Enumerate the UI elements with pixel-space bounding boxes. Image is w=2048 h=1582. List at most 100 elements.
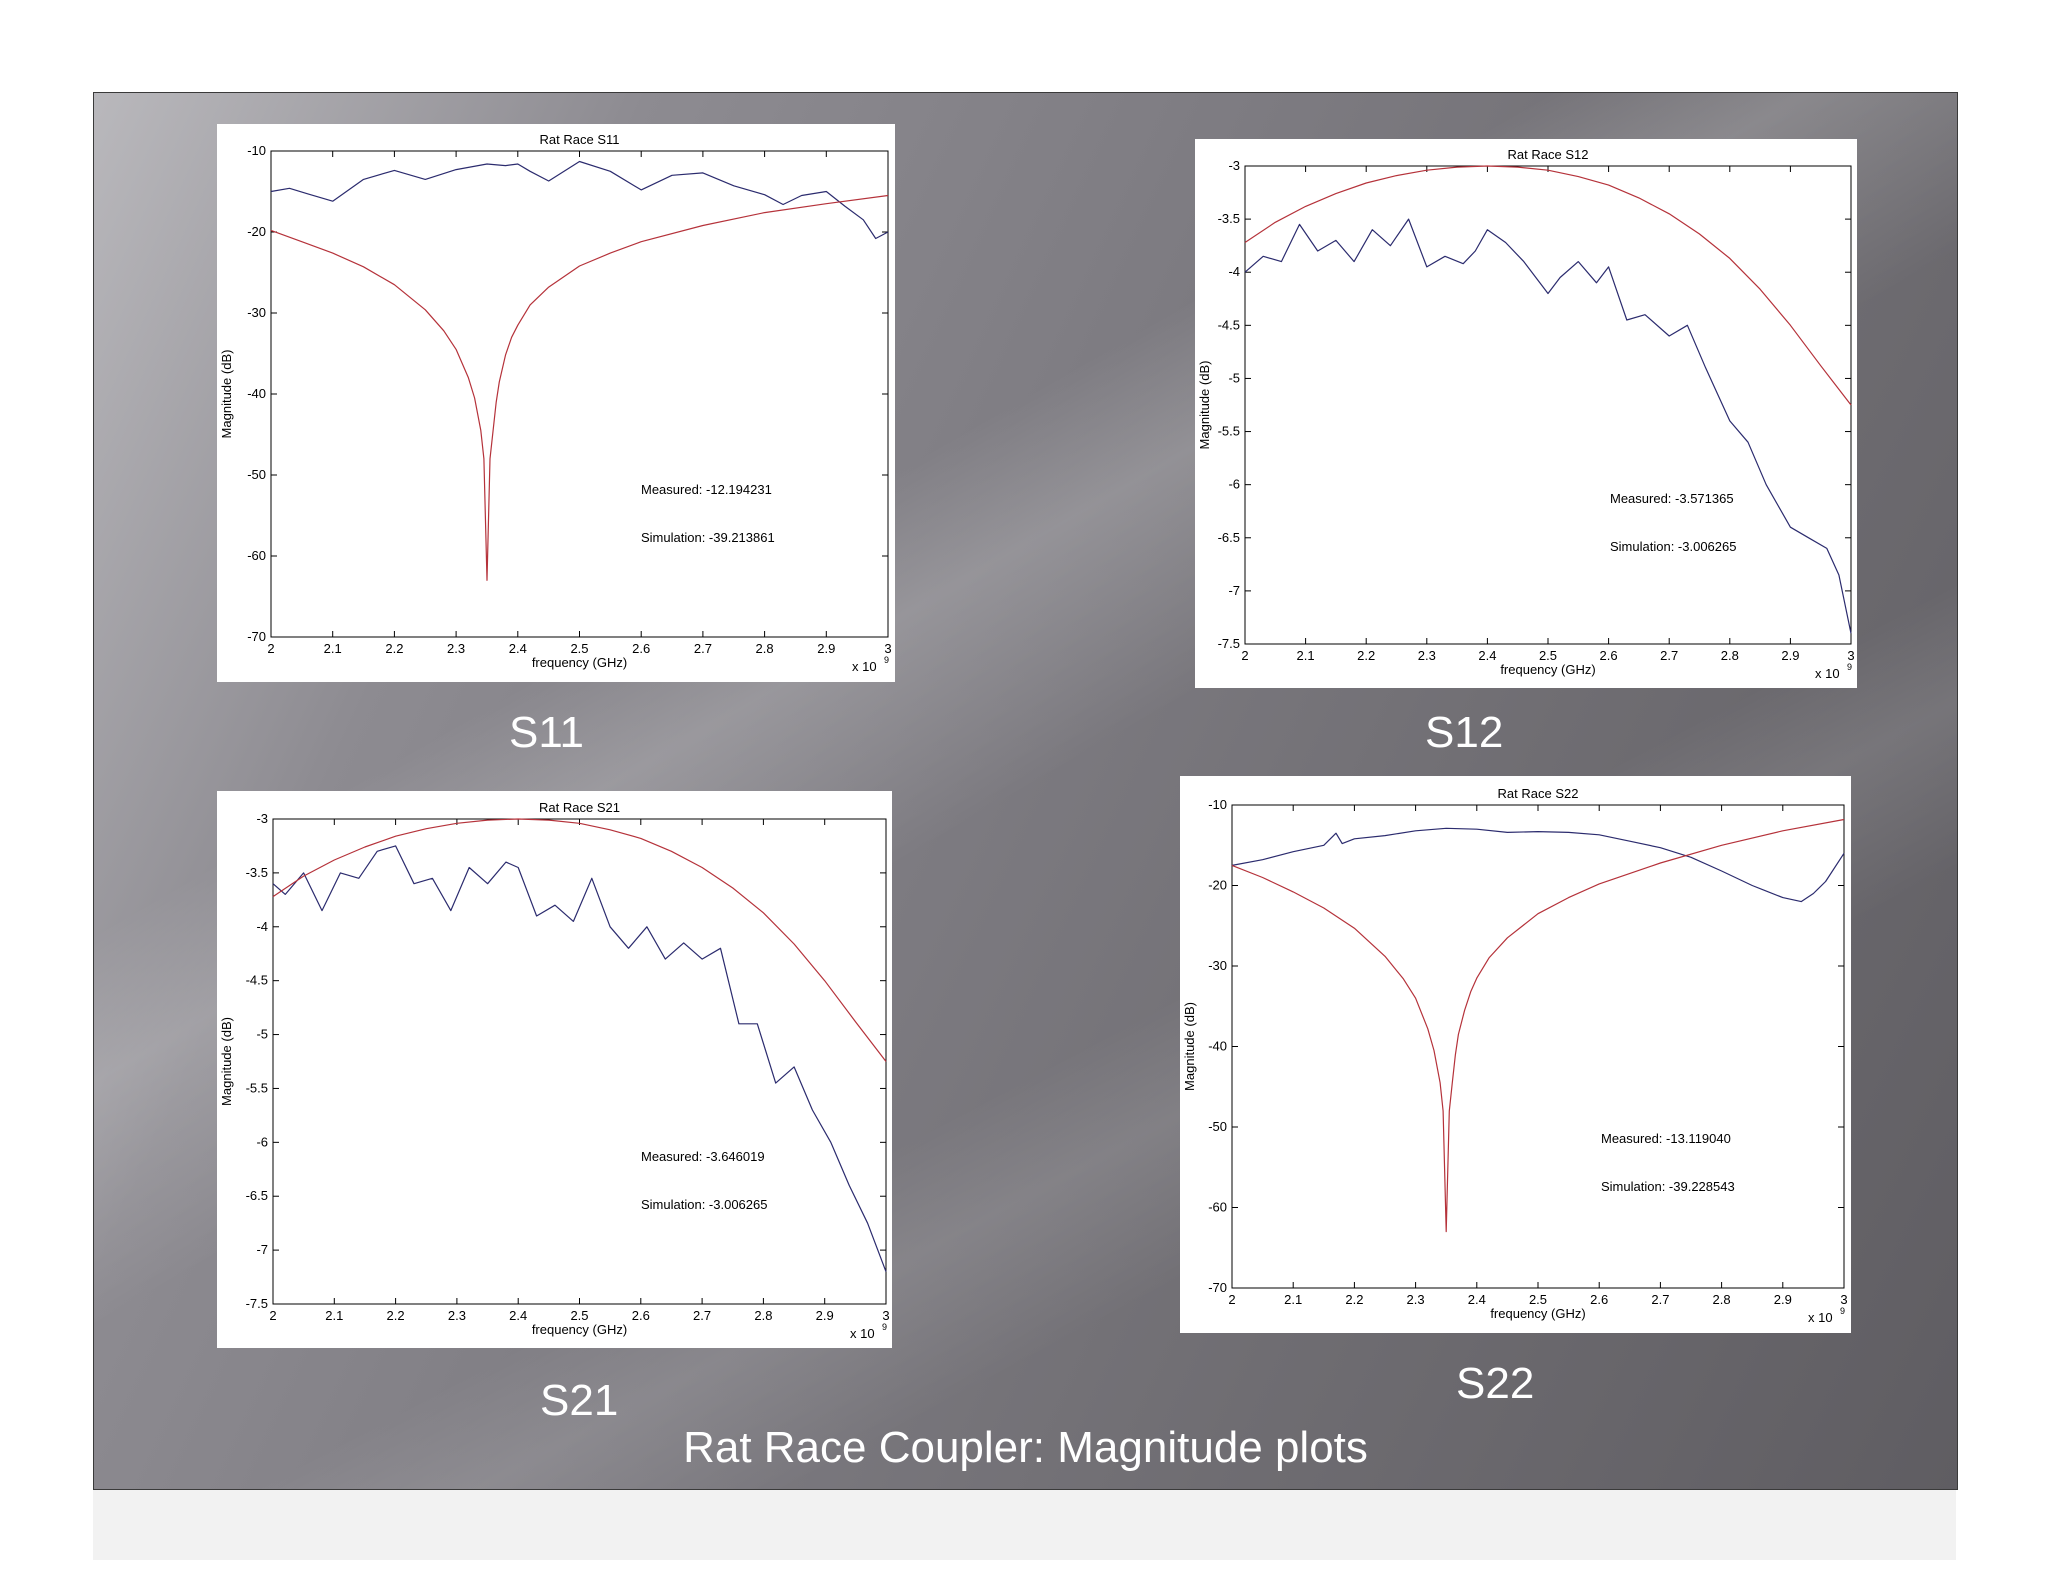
measured-annotation: Measured: -12.194231 xyxy=(641,482,772,497)
y-tick-label: -7.5 xyxy=(1218,636,1240,651)
y-axis-label: Magnitude (dB) xyxy=(219,350,234,439)
series-line-simulation xyxy=(270,194,889,581)
y-tick-label: -5 xyxy=(1228,370,1240,385)
y-tick-label: -40 xyxy=(247,386,266,401)
chart-panel-s11: Rat Race S11 2 2.1 2.2 2.3 2.4 2.5 2.6 2.7 2.8 2.9… xyxy=(217,124,895,682)
x-tick-label: 2.9 xyxy=(816,1308,834,1323)
y-tick-label: -7.5 xyxy=(246,1296,268,1311)
x-multiplier-label: x 10 xyxy=(852,659,877,674)
y-tick-label: -50 xyxy=(1208,1119,1227,1134)
y-tick-label: -6 xyxy=(256,1134,268,1149)
x-multiplier-exponent: 9 xyxy=(1840,1306,1845,1316)
x-tick-label: 2.6 xyxy=(1600,648,1618,663)
x-tick-label: 2.1 xyxy=(324,641,342,656)
y-tick-label: -70 xyxy=(247,629,266,644)
x-tick-label: 2.1 xyxy=(1284,1292,1302,1307)
chart-s22: Rat Race S22 2 2.1 2.2 2.3 2.4 2.5 2.6 2.7 2.8 2.9… xyxy=(1182,786,1848,1325)
y-tick-label: -3.5 xyxy=(246,865,268,880)
series-line-measured xyxy=(1244,218,1852,634)
x-tick-label: 2.2 xyxy=(1345,1292,1363,1307)
x-tick-label: 2.4 xyxy=(1478,648,1496,663)
y-tick-label: -10 xyxy=(247,143,266,158)
chart-title: Rat Race S21 xyxy=(539,800,620,815)
y-tick-label: -30 xyxy=(247,305,266,320)
y-tick-label: -70 xyxy=(1208,1280,1227,1295)
x-tick-label: 2 xyxy=(1228,1292,1235,1307)
plot-label-s12: S12 xyxy=(1425,708,1504,757)
x-tick-label: 2.2 xyxy=(387,1308,405,1323)
x-tick-label: 2.7 xyxy=(694,641,712,656)
x-tick-label: 2.7 xyxy=(1660,648,1678,663)
x-axis-label: frequency (GHz) xyxy=(1500,662,1595,677)
x-tick-label: 2.8 xyxy=(756,641,774,656)
x-tick-label: 2.7 xyxy=(693,1308,711,1323)
y-tick-label: -20 xyxy=(1208,878,1227,893)
y-tick-label: -4.5 xyxy=(1218,317,1240,332)
x-multiplier-label: x 10 xyxy=(1815,666,1840,681)
y-tick-label: -7 xyxy=(256,1242,268,1257)
x-tick-label: 3 xyxy=(882,1308,889,1323)
plot-area-frame xyxy=(1244,165,1852,645)
x-multiplier-exponent: 9 xyxy=(1847,662,1852,672)
x-tick-label: 2.9 xyxy=(817,641,835,656)
measured-annotation: Measured: -3.646019 xyxy=(641,1149,765,1164)
x-tick-label: 2.7 xyxy=(1651,1292,1669,1307)
chart-s21: Rat Race S21 2 2.1 2.2 2.3 2.4 2.5 2.6 2.7 2.8 2.9… xyxy=(219,800,890,1341)
y-axis-label: Magnitude (dB) xyxy=(219,1017,234,1106)
y-tick-label: -60 xyxy=(1208,1200,1227,1215)
x-tick-label: 3 xyxy=(884,641,891,656)
x-tick-label: 2.8 xyxy=(754,1308,772,1323)
y-tick-label: -50 xyxy=(247,467,266,482)
y-tick-label: -3 xyxy=(1228,158,1240,173)
y-tick-label: -5.5 xyxy=(1218,424,1240,439)
plot-area-frame xyxy=(1231,804,1845,1289)
series-line-measured xyxy=(1231,827,1845,903)
plot-area-frame xyxy=(272,818,887,1305)
y-tick-label: -5.5 xyxy=(246,1080,268,1095)
x-tick-label: 2.9 xyxy=(1781,648,1799,663)
series-line-simulation xyxy=(1231,818,1845,1233)
slide-background: Rat Race S11 2 2.1 2.2 2.3 2.4 2.5 2.6 2.7 2.8 2.9… xyxy=(93,92,1958,1490)
x-tick-label: 2.1 xyxy=(1297,648,1315,663)
chart-title: Rat Race S12 xyxy=(1508,147,1589,162)
x-tick-label: 2.3 xyxy=(1418,648,1436,663)
x-multiplier-label: x 10 xyxy=(1808,1310,1833,1325)
x-tick-label: 2.8 xyxy=(1721,648,1739,663)
plot-area-frame xyxy=(270,150,889,638)
y-tick-label: -5 xyxy=(256,1027,268,1042)
y-tick-label: -30 xyxy=(1208,958,1227,973)
y-tick-label: -20 xyxy=(247,224,266,239)
x-tick-label: 2.3 xyxy=(448,1308,466,1323)
y-tick-label: -6 xyxy=(1228,477,1240,492)
simulation-annotation: Simulation: -39.228543 xyxy=(1601,1179,1735,1194)
page-footer xyxy=(93,1490,1956,1560)
x-tick-label: 2.3 xyxy=(447,641,465,656)
x-tick-label: 2.6 xyxy=(632,1308,650,1323)
y-axis-label: Magnitude (dB) xyxy=(1182,1002,1197,1091)
y-tick-label: -4 xyxy=(256,919,268,934)
x-tick-label: 2.1 xyxy=(325,1308,343,1323)
y-tick-label: -40 xyxy=(1208,1039,1227,1054)
x-tick-label: 2 xyxy=(269,1308,276,1323)
chart-panel-s22: Rat Race S22 2 2.1 2.2 2.3 2.4 2.5 2.6 2.7 2.8 2.9… xyxy=(1180,776,1851,1333)
y-tick-label: -6.5 xyxy=(1218,530,1240,545)
measured-annotation: Measured: -3.571365 xyxy=(1610,491,1734,506)
plot-label-s22: S22 xyxy=(1456,1359,1535,1408)
series-line-measured xyxy=(270,160,889,240)
x-multiplier-exponent: 9 xyxy=(882,1322,887,1332)
measured-annotation: Measured: -13.119040 xyxy=(1601,1131,1731,1146)
y-tick-label: -3 xyxy=(256,811,268,826)
plot-label-s21: S21 xyxy=(540,1376,619,1425)
x-tick-label: 2.5 xyxy=(570,1308,588,1323)
y-tick-label: -10 xyxy=(1208,797,1227,812)
chart-s12: Rat Race S12 2 2.1 2.2 2.3 2.4 2.5 2.6 2.7 2.8 2.9… xyxy=(1197,147,1855,681)
x-axis-label: frequency (GHz) xyxy=(1490,1306,1585,1321)
y-tick-label: -4 xyxy=(1228,264,1240,279)
x-tick-label: 2.3 xyxy=(1407,1292,1425,1307)
x-tick-label: 2.5 xyxy=(570,641,588,656)
simulation-annotation: Simulation: -3.006265 xyxy=(1610,539,1736,554)
series-line-simulation xyxy=(272,818,887,1062)
chart-title: Rat Race S11 xyxy=(540,132,620,147)
y-tick-label: -3.5 xyxy=(1218,211,1240,226)
y-tick-label: -6.5 xyxy=(246,1188,268,1203)
